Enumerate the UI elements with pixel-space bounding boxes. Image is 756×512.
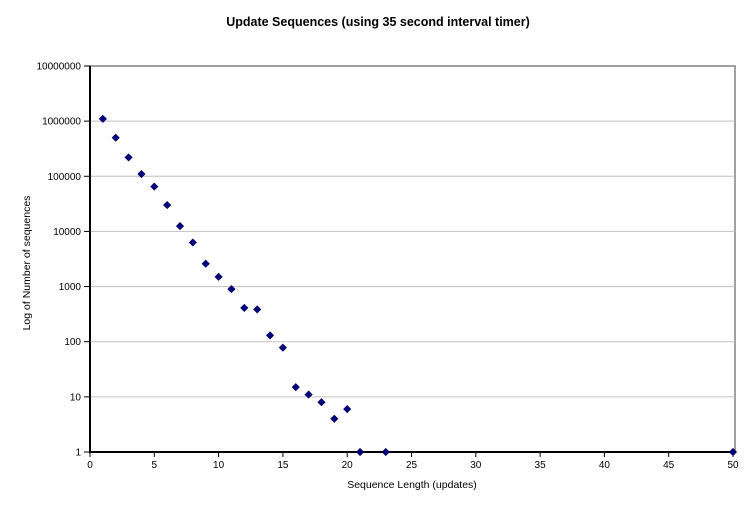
data-point: [150, 182, 159, 191]
data-point: [355, 447, 365, 457]
y-tick-label: 1000: [59, 282, 82, 293]
x-tick-label: 5: [152, 460, 158, 471]
data-point: [124, 153, 133, 162]
data-point: [278, 343, 287, 352]
data-point: [343, 405, 352, 414]
x-tick-label: 50: [727, 460, 739, 471]
x-tick-label: 15: [277, 460, 289, 471]
data-point: [304, 390, 313, 399]
y-tick-label: 100: [64, 337, 81, 348]
data-point: [317, 398, 326, 407]
data-point: [137, 169, 146, 179]
data-point: [253, 305, 262, 314]
y-tick-label: 1: [75, 448, 81, 459]
x-tick-label: 0: [87, 460, 93, 471]
y-tick-label: 10: [70, 392, 82, 403]
x-tick-label: 10: [213, 460, 225, 471]
data-point: [111, 133, 120, 142]
data-point: [381, 447, 390, 457]
y-axis-title: Log of Number of sequences: [21, 195, 33, 331]
x-tick-label: 45: [663, 460, 675, 471]
x-tick-label: 30: [470, 460, 482, 471]
data-point: [227, 285, 236, 294]
data-point: [175, 222, 185, 231]
y-tick-label: 1000000: [42, 117, 81, 128]
x-tick-label: 25: [406, 460, 418, 471]
chart-title: Update Sequences (using 35 second interv…: [226, 15, 530, 29]
data-point: [98, 114, 107, 123]
y-tick-label: 10000000: [37, 62, 82, 73]
data-point: [330, 414, 339, 423]
x-tick-label: 40: [599, 460, 611, 471]
y-tick-label: 100000: [48, 172, 82, 183]
x-tick-label: 35: [535, 460, 547, 471]
data-point: [163, 201, 172, 210]
data-point: [240, 303, 249, 312]
data-point: [291, 383, 300, 392]
x-axis-title: Sequence Length (updates): [347, 479, 477, 491]
data-point: [728, 447, 738, 457]
data-point: [265, 331, 275, 340]
data-point: [188, 238, 197, 247]
x-tick-label: 20: [342, 460, 354, 471]
data-point: [201, 259, 210, 268]
data-point: [214, 272, 223, 281]
plot-border: [89, 65, 736, 453]
y-tick-label: 10000: [53, 227, 81, 238]
